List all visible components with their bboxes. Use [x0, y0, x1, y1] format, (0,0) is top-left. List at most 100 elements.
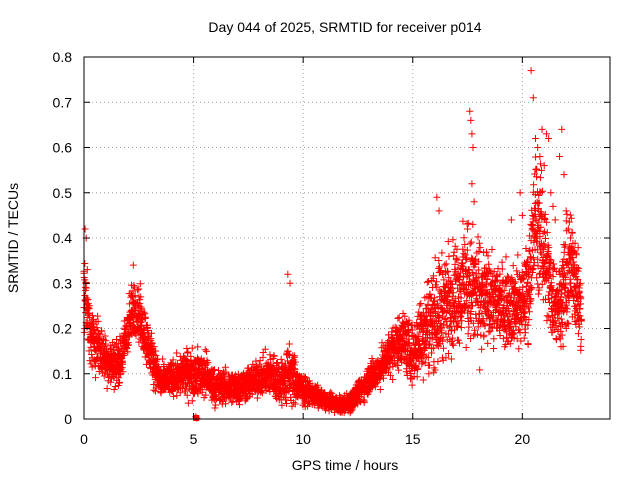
y-tick-label: 0.5: [53, 185, 73, 201]
data-point: [525, 308, 533, 316]
data-point: [472, 275, 480, 283]
data-point: [83, 266, 91, 274]
data-point: [562, 281, 570, 289]
y-tick-label: 0.3: [53, 275, 73, 291]
data-point: [536, 208, 544, 216]
data-point: [424, 277, 432, 285]
data-point: [469, 319, 477, 327]
data-point: [439, 333, 447, 341]
data-point: [524, 321, 532, 329]
data-point: [534, 255, 542, 263]
data-point: [554, 314, 562, 322]
data-point: [449, 289, 457, 297]
y-tick-label: 0.8: [53, 49, 73, 65]
data-point: [496, 331, 504, 339]
data-point: [531, 134, 539, 142]
data-point: [520, 334, 528, 342]
data-point: [438, 249, 446, 257]
data-point: [509, 262, 517, 270]
data-point: [449, 334, 457, 342]
data-point: [415, 332, 423, 340]
data-point: [515, 345, 523, 353]
data-point: [536, 174, 544, 182]
data-point: [475, 239, 483, 247]
data-point: [405, 340, 413, 348]
data-point: [545, 271, 553, 279]
data-point: [248, 390, 256, 398]
data-point: [525, 247, 533, 255]
data-point: [549, 273, 557, 281]
y-tick-label: 0.6: [53, 140, 73, 156]
data-point: [92, 374, 100, 382]
data-point: [173, 392, 181, 400]
data-point: [536, 153, 544, 161]
data-point: [513, 311, 521, 319]
data-point: [273, 358, 281, 366]
data-point: [464, 225, 472, 233]
data-point: [414, 337, 422, 345]
data-point: [421, 344, 429, 352]
data-point: [432, 331, 440, 339]
y-tick-label: 0: [64, 411, 72, 427]
data-point: [395, 314, 403, 322]
data-point: [124, 339, 132, 347]
data-point: [188, 344, 196, 352]
data-point: [414, 364, 422, 372]
data-point: [150, 343, 158, 351]
data-point: [211, 404, 219, 412]
data-point: [423, 278, 431, 286]
data-point: [103, 385, 111, 393]
data-point: [556, 335, 564, 343]
data-point: [436, 314, 444, 322]
data-point: [523, 269, 531, 277]
data-point: [147, 329, 155, 337]
data-point: [521, 308, 529, 316]
data-point: [465, 323, 473, 331]
data-point: [519, 275, 527, 283]
data-point: [184, 348, 192, 356]
data-point: [483, 248, 491, 256]
data-point: [420, 336, 428, 344]
y-axis-label: SRMTID / TECUs: [5, 183, 21, 293]
data-point: [116, 378, 124, 386]
data-point: [575, 323, 583, 331]
data-point: [484, 252, 492, 260]
data-point: [463, 297, 471, 305]
data-point: [547, 189, 555, 197]
data-point: [574, 244, 582, 252]
data-point: [577, 335, 585, 343]
data-point: [528, 283, 536, 291]
data-point: [555, 319, 563, 327]
data-point: [169, 356, 177, 364]
data-point: [236, 401, 244, 409]
data-point: [120, 317, 128, 325]
data-point: [521, 329, 529, 337]
data-point: [222, 400, 230, 408]
data-point: [407, 370, 415, 378]
data-point: [557, 327, 565, 335]
data-point: [474, 233, 482, 241]
data-point: [536, 233, 544, 241]
data-point: [537, 160, 545, 168]
data-point: [575, 288, 583, 296]
data-point: [140, 308, 148, 316]
data-point: [498, 265, 506, 273]
data-point: [253, 394, 261, 402]
data-point: [458, 259, 466, 267]
data-point: [558, 331, 566, 339]
data-point: [466, 107, 474, 115]
data-point: [524, 340, 532, 348]
data-point: [94, 317, 102, 325]
data-point: [545, 134, 553, 142]
data-point: [182, 387, 190, 395]
data-point: [129, 261, 137, 269]
data-point: [134, 286, 142, 294]
data-point: [448, 327, 456, 335]
data-point: [568, 228, 576, 236]
data-point: [120, 351, 128, 359]
data-point: [500, 287, 508, 295]
data-point: [422, 312, 430, 320]
data-point: [533, 165, 541, 173]
data-point: [447, 314, 455, 322]
